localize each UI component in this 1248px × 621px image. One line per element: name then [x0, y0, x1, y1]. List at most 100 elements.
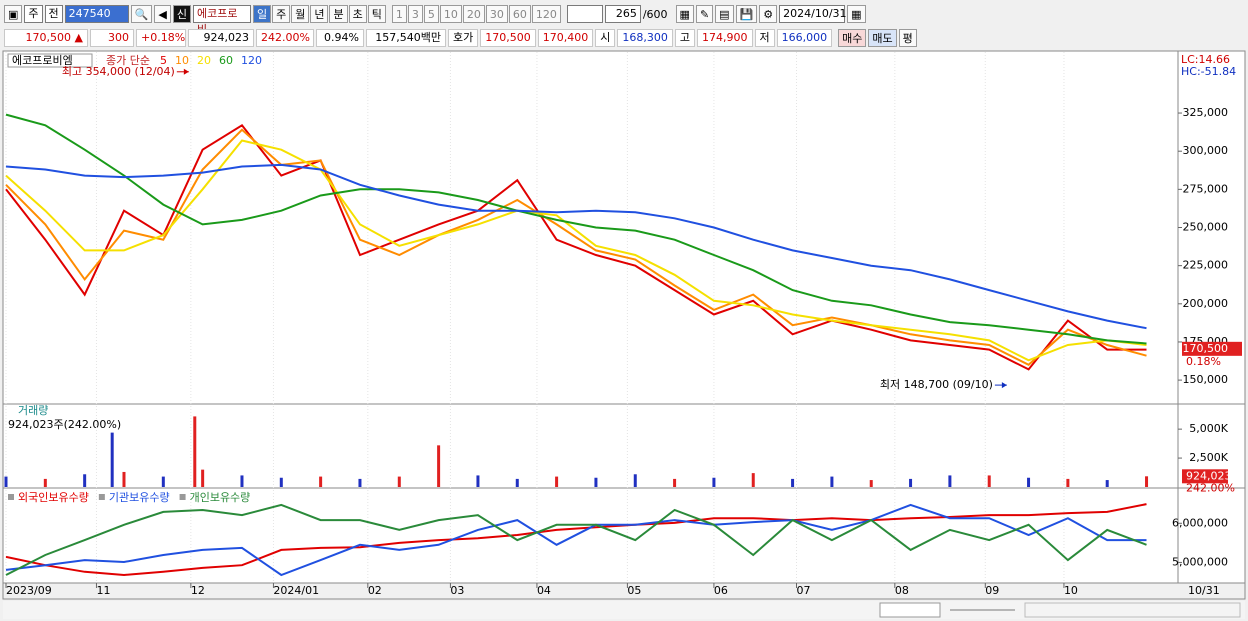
x-tick-label: 04	[537, 584, 551, 597]
lc-label: LC:14.66	[1181, 53, 1230, 66]
volume-bar	[712, 477, 716, 487]
interval-button[interactable]: 20	[462, 5, 485, 23]
period-button[interactable]: 월	[291, 5, 310, 23]
series-line	[5, 128, 1147, 366]
volume-title: 거래량	[18, 404, 48, 417]
low-label: 저	[754, 29, 775, 47]
market-select[interactable]: 주	[24, 5, 43, 23]
settings-button[interactable]: ⚙	[759, 5, 778, 23]
legend-entry: 기관보유수량	[109, 491, 170, 504]
x-tick-label: 07	[797, 584, 811, 597]
volume-bar	[358, 478, 362, 487]
series-line	[5, 139, 1147, 362]
volume-bar	[110, 432, 114, 487]
interval-select[interactable]	[566, 5, 603, 23]
annotation: 최저 148,700 (09/10)	[880, 378, 993, 391]
period-button[interactable]: 일	[252, 5, 272, 23]
legend-entry: 개인보유수량	[190, 491, 251, 504]
volume-bar	[201, 469, 205, 487]
period-button[interactable]: 년	[310, 5, 329, 23]
interval-button[interactable]: 120	[531, 5, 561, 23]
volume-bar	[1066, 478, 1070, 487]
tool-button[interactable]: ▤	[715, 5, 734, 23]
period-button[interactable]: 분	[329, 5, 348, 23]
sell-button[interactable]: 매도	[868, 29, 897, 47]
high-label: 고	[674, 29, 695, 47]
scope-select[interactable]: 전	[44, 5, 63, 23]
y-tick-label: 5,000,000	[1172, 555, 1228, 568]
interval-button[interactable]: 1	[391, 5, 407, 23]
sound-button[interactable]: ◀	[154, 5, 171, 23]
interval-button[interactable]: 10	[439, 5, 462, 23]
x-tick-label: 06	[714, 584, 728, 597]
x-tick-label: 12	[191, 584, 205, 597]
legend-entry: 20	[197, 54, 211, 67]
x-tick-label: 05	[627, 584, 641, 597]
change: 300	[90, 29, 134, 47]
ask: 170,500	[480, 29, 536, 47]
eval-button[interactable]: 평	[898, 29, 917, 47]
y-tick-label: 300,000	[1183, 144, 1229, 157]
volume-subtitle: 924,023주(242.00%)	[8, 418, 121, 431]
search-button[interactable]: 🔍	[130, 5, 153, 23]
chart-frame	[2, 50, 1246, 584]
period-button[interactable]: 틱	[367, 5, 386, 23]
annotation-arrowhead	[183, 68, 189, 75]
open: 168,300	[617, 29, 673, 47]
volume-bar	[830, 476, 834, 487]
legend-title: 종가 단순	[106, 54, 150, 67]
tool-button[interactable]: ▦	[675, 5, 694, 23]
series-line	[5, 503, 1147, 576]
volume-bar	[193, 416, 197, 487]
volume-bar	[751, 473, 755, 487]
change-pct: +0.18%	[136, 29, 186, 47]
series-line	[5, 113, 1147, 345]
series-line	[5, 163, 1147, 330]
volume-bar	[4, 476, 8, 487]
period-button[interactable]: 주	[272, 5, 291, 23]
legend-entry: 10	[175, 54, 189, 67]
volume-bar	[476, 475, 480, 487]
annotation-arrowhead	[1001, 382, 1007, 389]
interval-button[interactable]: 60	[508, 5, 531, 23]
x-axis-band	[2, 582, 1246, 600]
tool-button[interactable]: ✎	[695, 5, 714, 23]
code-input[interactable]: 247540	[64, 5, 129, 23]
legend-entry: 120	[241, 54, 262, 67]
last-date: 10/31	[1188, 584, 1220, 597]
scroll-buttons[interactable]	[879, 602, 941, 618]
y-tick-label: 6,000,000	[1172, 516, 1228, 529]
interval-button[interactable]: 5	[423, 5, 439, 23]
tool-icons[interactable]	[1024, 602, 1241, 618]
volume-bar	[869, 480, 873, 487]
volume-bar	[1027, 477, 1031, 487]
interval-button[interactable]: 30	[485, 5, 508, 23]
volume-bar	[948, 475, 952, 487]
menu-icon[interactable]: ▣	[4, 5, 23, 23]
volume-bar	[397, 476, 401, 487]
date-input[interactable]: 2024/10/31	[779, 5, 847, 23]
ask-label: 호가	[448, 29, 479, 47]
interval-button[interactable]: 3	[407, 5, 423, 23]
x-tick-label: 02	[368, 584, 382, 597]
series-line	[5, 503, 1147, 577]
volume-bar	[555, 476, 559, 487]
volume-bar	[122, 471, 126, 487]
save-button[interactable]: 💾	[735, 5, 758, 23]
legend-swatch	[8, 494, 14, 500]
legend-entry: 5	[160, 54, 167, 67]
volume-bar	[515, 478, 519, 487]
buy-button[interactable]: 매수	[838, 29, 867, 47]
interval-buttons: 1 3 5 10 20 30 60 120	[391, 5, 561, 23]
scroll-controls[interactable]	[879, 602, 1241, 618]
count-input[interactable]: 265	[604, 5, 641, 23]
annotation: 최고 354,000 (12/04)	[62, 65, 175, 78]
volume-bar	[594, 477, 598, 487]
x-tick-label: 2023/09	[6, 584, 52, 597]
period-button[interactable]: 초	[348, 5, 367, 23]
change-tag: 0.18%	[1186, 355, 1221, 368]
calendar-button[interactable]: ▦	[847, 5, 866, 23]
